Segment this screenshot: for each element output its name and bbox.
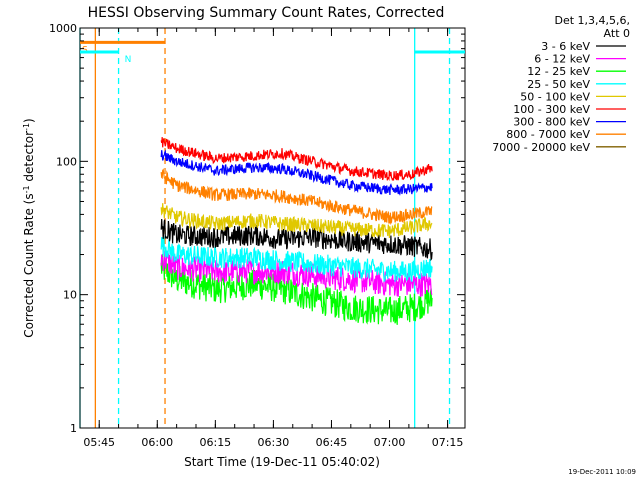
legend-entry-label: 12 - 25 keV xyxy=(527,65,590,78)
series-line xyxy=(160,218,433,262)
y-tick-label: 10 xyxy=(63,289,77,302)
flag-label: N xyxy=(125,55,132,65)
chart-title: HESSI Observing Summary Count Rates, Cor… xyxy=(88,5,445,21)
x-tick-label: 06:15 xyxy=(199,436,231,449)
y-axis-label-exp1: -1 xyxy=(22,185,31,193)
x-axis-ticks: 05:45 06:00 06:15 06:30 06:45 07:00 07:15 xyxy=(83,28,463,449)
legend-entry-label: 25 - 50 keV xyxy=(527,78,590,91)
flag-label: S xyxy=(82,45,88,55)
legend-header-2: Att 0 xyxy=(604,27,630,40)
date-stamp: 19-Dec-2011 10:09 xyxy=(568,468,636,476)
y-tick-label: 1 xyxy=(70,422,77,435)
x-tick-label: 07:15 xyxy=(432,436,464,449)
plot-frame xyxy=(79,27,466,429)
series-line xyxy=(160,203,433,239)
x-tick-label: 07:00 xyxy=(374,436,406,449)
series-line xyxy=(160,149,433,196)
x-tick-label: 05:45 xyxy=(83,436,115,449)
x-axis-label: Start Time (19-Dec-11 05:40:02) xyxy=(184,455,380,469)
series-line xyxy=(160,236,433,283)
y-axis-label: Corrected Count Rate (s-1 detector-1) xyxy=(22,118,36,337)
y-tick-label: 100 xyxy=(56,155,77,168)
x-tick-label: 06:45 xyxy=(316,436,348,449)
flag-bars: SN xyxy=(80,40,465,65)
series-line xyxy=(160,250,433,297)
legend-entry-label: 6 - 12 keV xyxy=(534,53,590,66)
y-axis-label-exp2: -1 xyxy=(22,123,31,131)
y-axis-label-mid: detector xyxy=(22,131,36,186)
x-tick-label: 06:00 xyxy=(141,436,173,449)
legend-entry-label: 7000 - 20000 keV xyxy=(492,141,590,154)
legend-entry-label: 100 - 300 keV xyxy=(513,103,590,116)
legend-entry-label: 50 - 100 keV xyxy=(520,90,590,103)
y-axis-label-main: Corrected Count Rate (s xyxy=(22,193,36,337)
legend-entry-label: 800 - 7000 keV xyxy=(506,128,590,141)
series-line xyxy=(160,168,433,226)
series-line xyxy=(160,137,433,182)
legend-header-1: Det 1,3,4,5,6, xyxy=(554,14,630,27)
y-tick-label: 1000 xyxy=(49,22,77,35)
y-axis-label-end: ) xyxy=(22,118,36,123)
y-axis-ticks: 1 10 100 1000 xyxy=(49,22,465,435)
series-line xyxy=(160,253,433,325)
legend-entry-label: 300 - 800 keV xyxy=(513,116,590,129)
legend-entry-label: 3 - 6 keV xyxy=(541,40,590,53)
plot-area xyxy=(79,28,451,428)
x-tick-label: 06:30 xyxy=(258,436,290,449)
